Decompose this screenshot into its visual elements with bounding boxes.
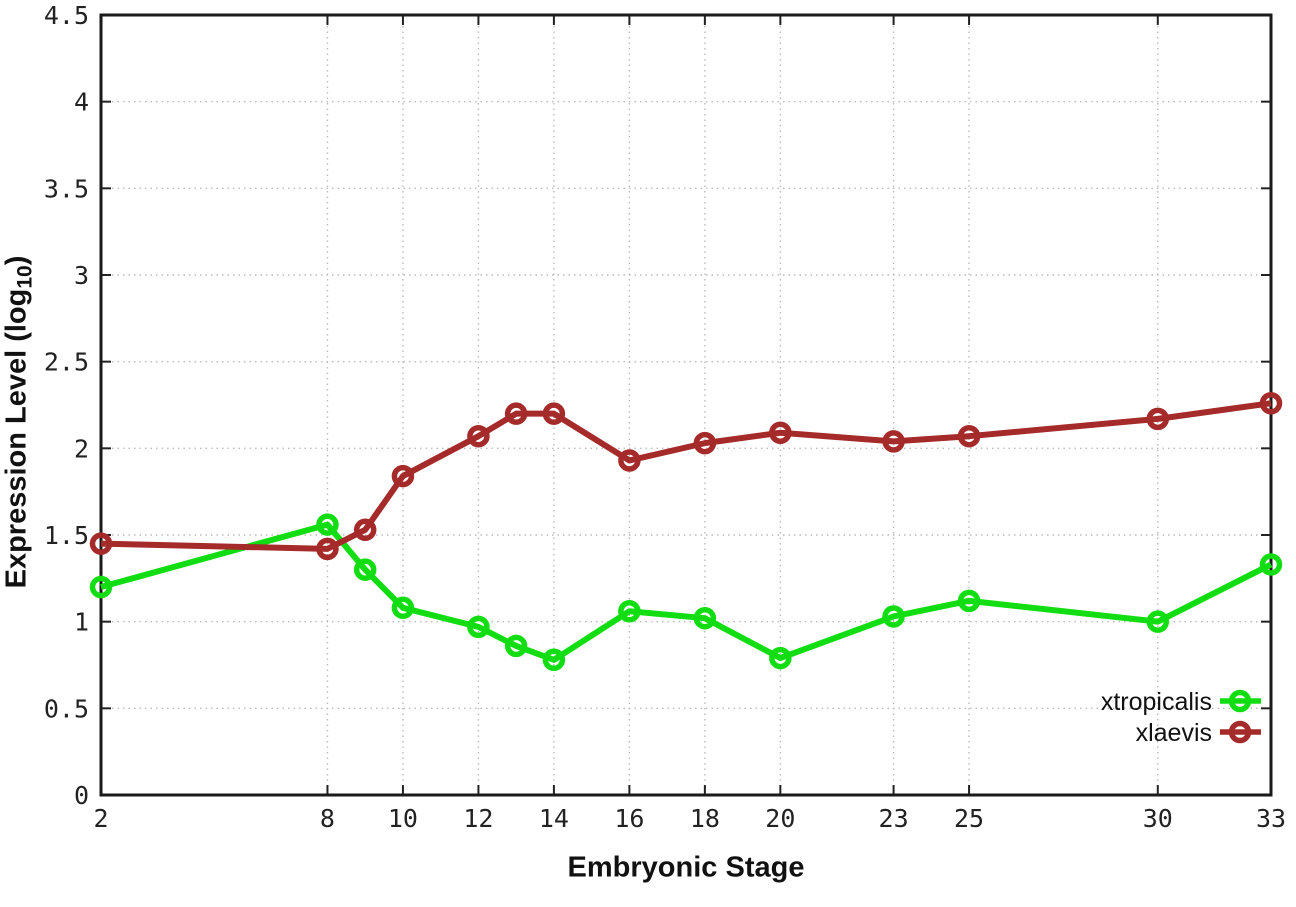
x-axis-title: Embryonic Stage: [567, 851, 805, 884]
data-point-xtropicalis: [1146, 610, 1170, 633]
x-tick-label: 2: [93, 804, 108, 833]
data-point-xlaevis: [316, 537, 339, 561]
data-point-xlaevis: [957, 424, 981, 448]
data-point-xlaevis: [467, 424, 490, 448]
y-tick-label: 3: [74, 261, 89, 290]
legend-label-xlaevis: xlaevis: [1136, 719, 1212, 747]
series-line-xlaevis: [100, 400, 1272, 552]
data-point-xtropicalis: [316, 513, 339, 536]
data-point-xlaevis: [504, 402, 528, 425]
data-point-xlaevis: [1146, 407, 1170, 431]
y-axis-title: Expression Level (log10): [1, 256, 38, 589]
data-point-xtropicalis: [504, 634, 528, 658]
y-tick-label: 2: [74, 434, 89, 463]
y-tick-label: 4: [74, 88, 89, 117]
x-tick-label: 18: [690, 804, 720, 833]
legend-marker-xtropicalis: [1228, 689, 1252, 713]
plot-border: [99, 13, 1273, 797]
data-point-xlaevis: [1259, 392, 1283, 415]
data-point-xtropicalis: [542, 648, 566, 672]
y-tick-label: 0: [74, 781, 89, 810]
y-axis-title-close: ): [0, 255, 33, 266]
data-point-xtropicalis: [882, 605, 905, 628]
data-point-xtropicalis: [467, 615, 490, 639]
data-point-xtropicalis: [769, 646, 792, 670]
y-tick-label: 4.5: [44, 1, 89, 30]
x-tick-label: 20: [765, 804, 795, 833]
x-tick-label: 12: [463, 804, 493, 833]
data-point-xlaevis: [882, 430, 905, 453]
data-point-xtropicalis: [391, 596, 415, 620]
x-tick-label: 10: [388, 804, 418, 833]
x-tick-label: 23: [879, 804, 909, 833]
data-point-xlaevis: [89, 532, 113, 555]
data-point-xlaevis: [542, 402, 566, 425]
y-tick-label: 0.5: [44, 694, 89, 723]
data-point-xtropicalis: [618, 600, 641, 623]
y-axis-title-subscript: 10: [13, 265, 37, 289]
data-point-xlaevis: [391, 464, 415, 488]
data-point-xtropicalis: [89, 575, 113, 599]
data-point-xtropicalis: [1259, 553, 1283, 576]
x-tick-label: 30: [1143, 804, 1173, 833]
x-tick-label: 25: [954, 804, 984, 833]
y-axis-title-main: Expression Level (log: [0, 288, 33, 589]
data-point-xlaevis: [693, 431, 717, 455]
x-tick-label: 8: [320, 804, 335, 833]
data-point-xtropicalis: [693, 606, 717, 630]
legend-marker-xlaevis: [1228, 720, 1252, 744]
y-tick-label: 1: [74, 608, 89, 637]
x-tick-label: 33: [1256, 804, 1286, 833]
y-tick-label: 2.5: [44, 348, 89, 377]
x-tick-label: 16: [614, 804, 644, 833]
data-point-xlaevis: [618, 449, 641, 472]
x-tick-label: 14: [539, 804, 569, 833]
y-tick-label: 3.5: [44, 174, 89, 203]
data-point-xlaevis: [769, 421, 792, 444]
data-point-xlaevis: [353, 518, 377, 542]
data-point-xtropicalis: [957, 589, 981, 613]
legend-label-xtropicalis: xtropicalis: [1101, 688, 1212, 716]
y-tick-label: 1.5: [44, 521, 89, 550]
data-point-xtropicalis: [353, 558, 377, 581]
